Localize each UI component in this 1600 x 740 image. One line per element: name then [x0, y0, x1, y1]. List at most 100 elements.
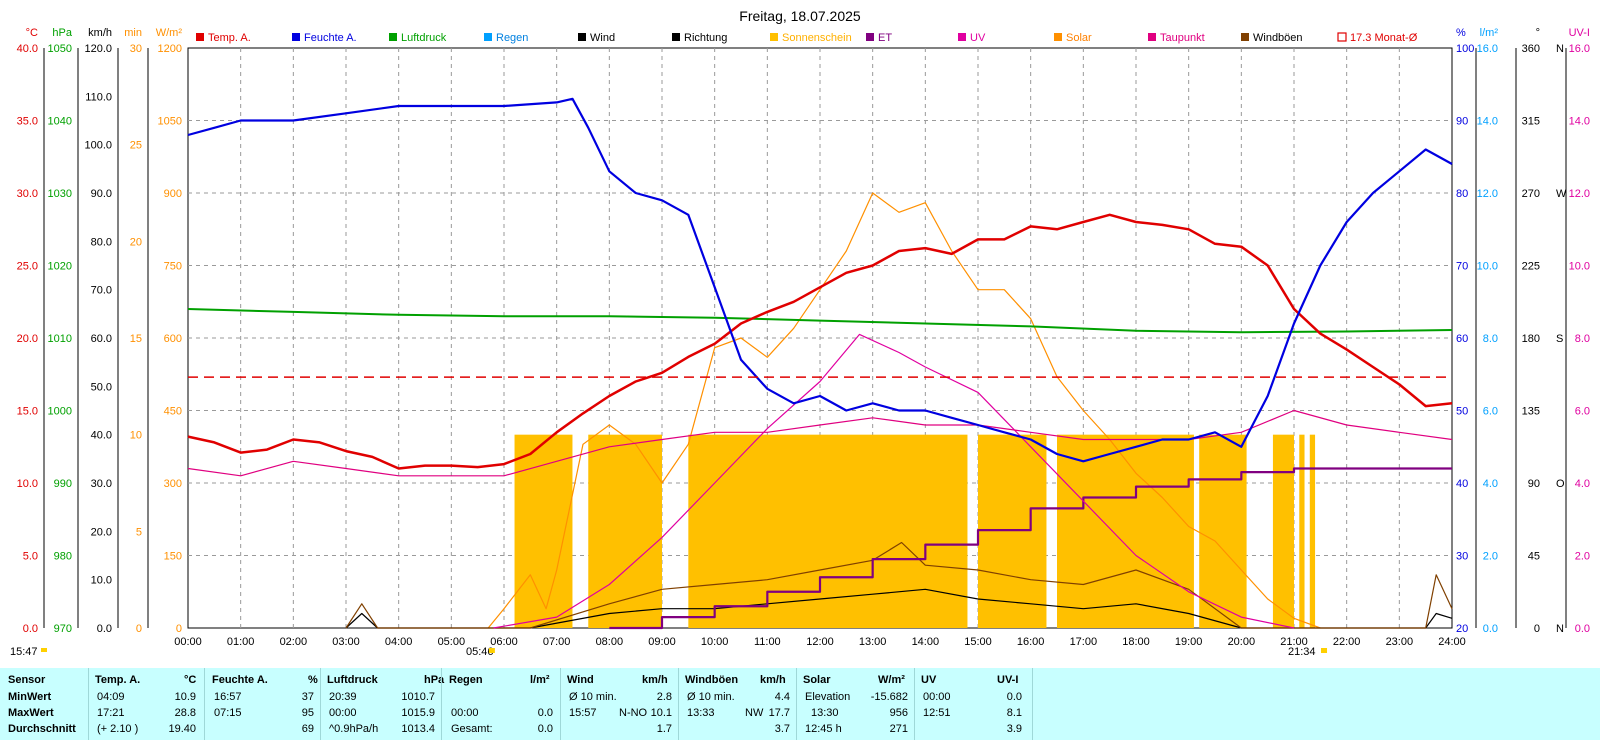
axis-unit: min	[124, 27, 142, 39]
stats-temp-time: (+ 2.10 )	[97, 723, 139, 735]
stats-solar-time: 13:30	[811, 707, 839, 719]
y-tick-label: 8.0	[1483, 333, 1498, 345]
y-tick-label: 20.0	[91, 526, 112, 538]
y-tick-label: 5.0	[23, 551, 38, 563]
legend-swatch	[672, 33, 680, 41]
axis-unit: °	[1536, 27, 1540, 39]
y-tick-label: 0.0	[1483, 623, 1498, 635]
stats-row-label: Durchschnitt	[8, 723, 76, 735]
legend-label: Windböen	[1253, 32, 1303, 44]
stats-sep	[204, 668, 205, 740]
y-tick-label: N	[1556, 43, 1564, 55]
x-tick-label: 24:00	[1438, 636, 1466, 648]
y-tick-label: 1040	[48, 116, 72, 128]
x-tick-label: 15:00	[964, 636, 992, 648]
y-tick-label: 20.0	[17, 333, 38, 345]
stats-hum-time: 07:15	[214, 707, 242, 719]
series-line-et	[609, 467, 1452, 630]
x-tick-label: 14:00	[912, 636, 940, 648]
x-tick-label: 21:00	[1280, 636, 1308, 648]
y-tick-label: N	[1556, 623, 1564, 635]
series-line-wind	[345, 588, 1453, 629]
chart-title: Freitag, 18.07.2025	[739, 8, 861, 24]
y-tick-label: 16.0	[1477, 43, 1498, 55]
y-tick-label: 2.0	[1575, 551, 1590, 563]
stats-header-uv: UV	[921, 674, 937, 686]
y-tick-label: 50.0	[91, 381, 112, 393]
x-tick-label: 04:00	[385, 636, 413, 648]
y-tick-label: 40.0	[17, 43, 38, 55]
stats-rain-time: Gesamt:	[451, 723, 493, 735]
axis-unit: °C	[26, 27, 38, 39]
x-tick-label: 01:00	[227, 636, 255, 648]
stats-temp-val: 28.8	[174, 707, 196, 719]
sunshine-bar	[1309, 434, 1316, 628]
legend-label: 17.3 Monat-Ø	[1350, 32, 1418, 44]
x-tick-label: 16:00	[1017, 636, 1045, 648]
stats-sep	[88, 668, 89, 740]
stats-header-rain: Regen	[449, 674, 483, 686]
legend-swatch	[389, 33, 397, 41]
y-tick-label: O	[1556, 478, 1565, 490]
legend-swatch	[1054, 33, 1062, 41]
stats-header-hum: Feuchte A.	[212, 674, 268, 686]
y-tick-label: 1010	[48, 333, 72, 345]
stats-gust-val: 4.4	[774, 691, 790, 703]
y-tick-label: 25.0	[17, 261, 38, 273]
stats-gust-time: Ø 10 min.	[687, 691, 735, 703]
y-tick-label: 315	[1522, 116, 1540, 128]
legend-label: Richtung	[684, 32, 727, 44]
legend-label: ET	[878, 32, 892, 44]
stats-uv-val: 0.0	[1006, 691, 1022, 703]
stats-wind-time: 15:57	[569, 707, 597, 719]
stats-row-label: MaxWert	[8, 707, 54, 719]
y-tick-label: 80	[1456, 188, 1468, 200]
legend-swatch	[578, 33, 586, 41]
stats-header-wind-unit: km/h	[642, 674, 668, 686]
x-tick-label: 20:00	[1228, 636, 1256, 648]
stats-uv-time: 12:51	[923, 707, 951, 719]
axis-unit: %	[1456, 27, 1466, 39]
stats-header-solar: Solar	[803, 674, 831, 686]
y-tick-label: 70	[1456, 261, 1468, 273]
weather-chart: Freitag, 18.07.2025 Temp. A. Feuchte A. Luf…	[10, 8, 1590, 658]
stats-row-label: MinWert	[8, 691, 52, 703]
sunset-marker-icon	[1321, 648, 1328, 653]
sunset-time: 21:34	[1288, 646, 1316, 658]
y-tick-label: 6.0	[1483, 406, 1498, 418]
y-tick-label: 10	[130, 430, 142, 442]
axis-unit: km/h	[88, 27, 112, 39]
legend-label: Luftdruck	[401, 32, 447, 44]
stats-gust-dir: NW	[745, 707, 764, 719]
y-tick-label: 10.0	[1569, 261, 1590, 273]
y-tick-label: 1000	[48, 406, 72, 418]
stats-press-val: 1015.9	[401, 707, 435, 719]
y-tick-label: 5	[136, 526, 142, 538]
x-tick-label: 19:00	[1175, 636, 1203, 648]
stats-sep	[1032, 668, 1033, 740]
stats-gust-time: 13:33	[687, 707, 715, 719]
stats-gust-val: 17.7	[768, 707, 790, 719]
y-tick-label: 1020	[48, 261, 72, 273]
stats-rain-val: 0.0	[537, 707, 553, 719]
stats-rain-val: 0.0	[537, 723, 553, 735]
x-tick-label: 07:00	[543, 636, 571, 648]
y-tick-label: 12.0	[1477, 188, 1498, 200]
stats-header-wind: Wind	[567, 674, 594, 686]
y-tick-label: 1050	[158, 116, 182, 128]
y-tick-label: 14.0	[1477, 116, 1498, 128]
y-tick-label: 20	[130, 236, 142, 248]
y-tick-label: 980	[54, 551, 72, 563]
y-tick-label: 16.0	[1569, 43, 1590, 55]
stats-sep	[320, 668, 321, 740]
legend-label: Taupunkt	[1160, 32, 1205, 44]
stats-header-gust-unit: km/h	[760, 674, 786, 686]
y-tick-label: 6.0	[1575, 406, 1590, 418]
y-tick-label: 990	[54, 478, 72, 490]
legend-swatch	[196, 33, 204, 41]
x-tick-label: 23:00	[1386, 636, 1414, 648]
y-tick-label: 20	[1456, 623, 1468, 635]
y-tick-label: 150	[164, 551, 182, 563]
x-tick-label: 05:00	[438, 636, 466, 648]
stats-solar-val: 271	[889, 723, 908, 735]
